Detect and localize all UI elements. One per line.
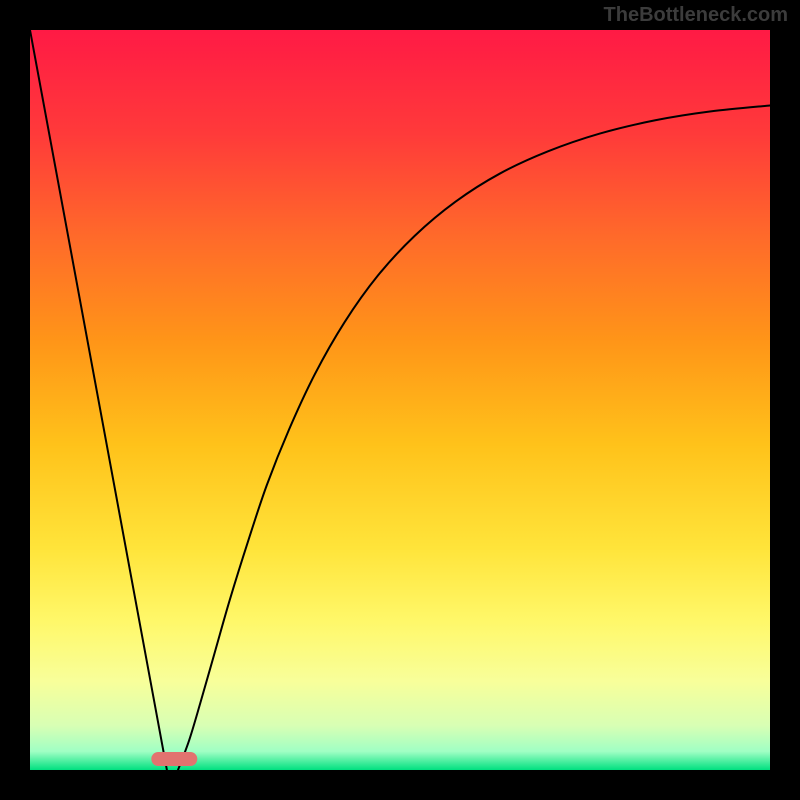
plot-background <box>30 30 770 770</box>
optimal-marker <box>151 752 197 766</box>
watermark-text: TheBottleneck.com <box>604 4 788 27</box>
chart-container: { "canvas": { "width": 800, "height": 80… <box>0 0 800 800</box>
bottleneck-chart <box>0 0 800 800</box>
